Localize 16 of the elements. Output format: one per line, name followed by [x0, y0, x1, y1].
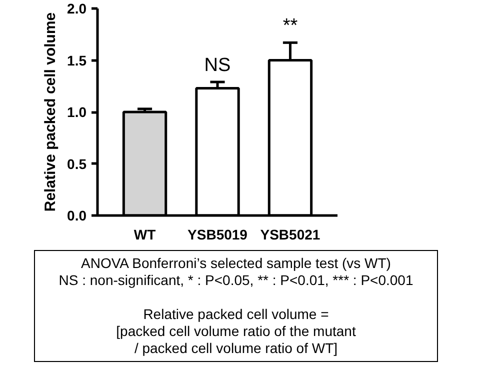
text: / packed cell volume ratio of WT]: [134, 340, 338, 356]
y-tick-label: 2.0: [67, 0, 87, 16]
annotation: NS: [204, 54, 231, 76]
y-axis-title: Relative packed cell volume: [42, 12, 60, 212]
text: NS : non-significant, * : P<0.05, ** : P<0.01, *** : P<0.001: [58, 272, 414, 288]
text: Relative packed cell volume =: [143, 306, 329, 322]
y-tick-label: 0.0: [67, 208, 87, 224]
x-tick-label: YSB5021: [260, 226, 320, 242]
y-tick-label: 1.5: [67, 52, 87, 68]
y-tick-label: 0.5: [67, 156, 87, 172]
text: [packed cell volume ratio of the mutant: [116, 323, 356, 339]
x-tick-label: YSB5019: [188, 226, 248, 242]
annotation: **: [282, 16, 298, 37]
x-tick-label: WT: [134, 226, 156, 242]
y-tick-label: 1.0: [67, 104, 87, 120]
text: ANOVA Bonferroni’s selected sample test (vs WT): [81, 255, 391, 271]
